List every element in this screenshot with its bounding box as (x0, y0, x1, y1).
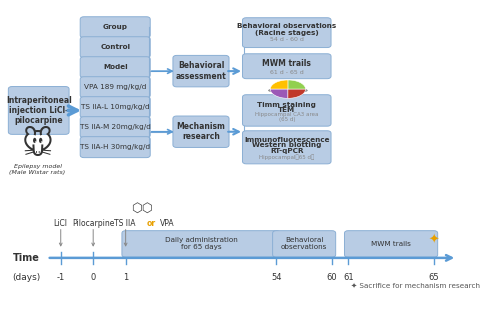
Text: TS IIA-M 20mg/kg/d: TS IIA-M 20mg/kg/d (80, 124, 150, 130)
FancyBboxPatch shape (80, 77, 150, 98)
FancyBboxPatch shape (173, 55, 229, 87)
Text: 54 d - 60 d: 54 d - 60 d (270, 37, 304, 42)
FancyBboxPatch shape (242, 131, 331, 164)
Text: Mechanism
research: Mechanism research (176, 122, 226, 141)
Text: or: or (146, 219, 156, 228)
Text: RT-qPCR: RT-qPCR (270, 148, 304, 154)
Polygon shape (270, 80, 288, 89)
Text: Hippocampal（65 d）: Hippocampal（65 d） (259, 154, 314, 160)
Text: Intraperitoneal
injection LiCl-
pilocarpine: Intraperitoneal injection LiCl- pilocarp… (6, 95, 71, 125)
FancyBboxPatch shape (242, 95, 331, 126)
Text: VPA 189 mg/kg/d: VPA 189 mg/kg/d (84, 84, 146, 90)
Text: Behavioral observations
(Racine stages): Behavioral observations (Racine stages) (237, 23, 336, 36)
FancyBboxPatch shape (8, 87, 69, 134)
Text: MWM trails: MWM trails (371, 241, 411, 247)
Text: 60: 60 (326, 273, 338, 282)
Text: Time: Time (12, 253, 40, 263)
Text: -1: -1 (56, 273, 65, 282)
Text: ✦: ✦ (428, 233, 439, 246)
Text: 1: 1 (123, 273, 128, 282)
FancyBboxPatch shape (344, 231, 438, 257)
Text: TEM: TEM (278, 108, 295, 114)
Text: ✦ Sacrifice for mechanism research: ✦ Sacrifice for mechanism research (350, 283, 480, 289)
Text: Behavioral
observations: Behavioral observations (281, 238, 328, 250)
Text: 61: 61 (343, 273, 353, 282)
Text: Timm staining: Timm staining (258, 102, 316, 108)
Text: TS IIA: TS IIA (114, 219, 135, 228)
Text: 61 d - 65 d: 61 d - 65 d (270, 70, 304, 75)
FancyBboxPatch shape (80, 97, 150, 118)
FancyBboxPatch shape (80, 117, 150, 138)
FancyBboxPatch shape (272, 231, 336, 257)
Ellipse shape (268, 88, 308, 93)
Text: 🐭: 🐭 (22, 130, 54, 160)
FancyBboxPatch shape (242, 18, 331, 48)
Text: TS IIA-L 10mg/kg/d: TS IIA-L 10mg/kg/d (81, 104, 150, 110)
FancyBboxPatch shape (80, 137, 150, 158)
FancyBboxPatch shape (80, 17, 150, 38)
Text: Pilocarpine: Pilocarpine (72, 219, 114, 228)
FancyBboxPatch shape (242, 54, 331, 79)
Text: 54: 54 (271, 273, 281, 282)
Text: Group: Group (102, 24, 128, 30)
Text: Western blotting: Western blotting (252, 142, 322, 148)
Text: Model: Model (103, 64, 128, 70)
Text: Control: Control (100, 44, 130, 50)
Text: MWM trails: MWM trails (262, 59, 311, 68)
Text: Hippocampal CA3 area
(65 d): Hippocampal CA3 area (65 d) (255, 112, 318, 122)
Text: (days): (days) (12, 273, 40, 282)
Text: LiCl: LiCl (54, 219, 68, 228)
Text: Daily administration
for 65 days: Daily administration for 65 days (164, 238, 238, 250)
FancyBboxPatch shape (173, 116, 229, 147)
Polygon shape (270, 89, 288, 98)
Text: TS IIA-H 30mg/kg/d: TS IIA-H 30mg/kg/d (80, 144, 150, 150)
Text: Epilepsy model
(Male Wistar rats): Epilepsy model (Male Wistar rats) (10, 164, 66, 175)
FancyBboxPatch shape (80, 57, 150, 78)
Text: ⬡⬡: ⬡⬡ (131, 202, 152, 215)
Polygon shape (288, 80, 306, 89)
Polygon shape (288, 89, 306, 98)
Text: Immunofluorescence: Immunofluorescence (244, 137, 330, 142)
Text: Behavioral
assessment: Behavioral assessment (176, 62, 226, 81)
FancyBboxPatch shape (80, 37, 150, 58)
Text: 0: 0 (90, 273, 96, 282)
Text: 65: 65 (428, 273, 440, 282)
FancyBboxPatch shape (122, 231, 280, 257)
Text: VPA: VPA (160, 219, 174, 228)
